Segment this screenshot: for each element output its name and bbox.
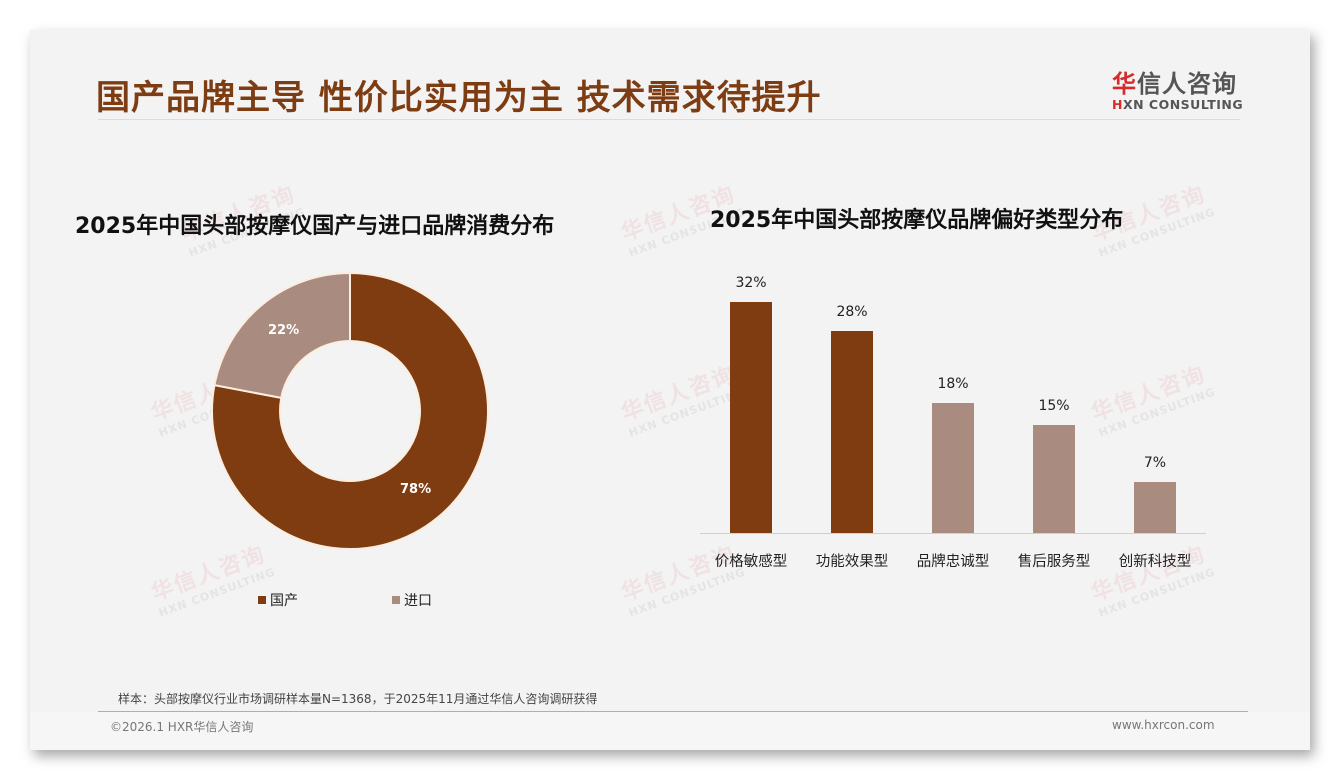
legend-swatch-import — [392, 596, 400, 604]
title-divider — [98, 119, 1240, 120]
footer — [30, 712, 1310, 750]
donut-label-import: 22% — [268, 323, 300, 338]
bar-category-label: 售后服务型 — [1017, 554, 1091, 570]
legend-swatch-domestic — [258, 596, 266, 604]
bar-category-label: 创新科技型 — [1118, 554, 1192, 570]
donut-segment-import — [213, 272, 351, 400]
bar-5 — [1134, 482, 1176, 533]
donut-chart — [211, 272, 489, 550]
website-link[interactable]: www.hxrcon.com — [1112, 718, 1215, 732]
bar-4 — [1033, 424, 1075, 533]
page-title: 国产品牌主导 性价比实用为主 技术需求待提升 — [96, 78, 822, 118]
bar-category-label: 价格敏感型 — [714, 554, 788, 570]
bar-2 — [831, 330, 873, 533]
brand-logo: 华信人咨询 HXN CONSULTING — [1112, 64, 1244, 112]
logo-en: HXN CONSULTING — [1112, 97, 1244, 112]
bar-value-label: 15% — [1038, 397, 1070, 414]
x-axis-line — [700, 533, 1206, 534]
copyright: ©2026.1 HXR华信人咨询 — [110, 720, 254, 734]
donut-label-domestic: 78% — [400, 482, 432, 497]
bar-chart: 32% 价格敏感型 28% 功能效果型 18% 品牌忠诚型 15% 售后服务型 7% 创新科技型 — [700, 270, 1206, 570]
donut-segment-domestic — [211, 272, 489, 550]
legend-item-domestic: 国产 — [258, 590, 298, 610]
slide: 国产品牌主导 性价比实用为主 技术需求待提升 华信人咨询 HXN CONSULT… — [30, 30, 1310, 750]
bar-chart-title: 2025年中国头部按摩仪品牌偏好类型分布 — [710, 208, 1124, 233]
logo-cn: 华信人咨询 — [1112, 70, 1237, 98]
legend-item-import: 进口 — [392, 590, 432, 610]
bar-value-label: 18% — [937, 376, 969, 393]
footer-divider — [98, 711, 1248, 712]
sample-note: 样本：头部按摩仪行业市场调研样本量N=1368，于2025年11月通过华信人咨询… — [118, 692, 598, 706]
bar-category-label: 功能效果型 — [815, 554, 889, 570]
bar-1 — [730, 302, 772, 533]
bar-3 — [932, 403, 974, 533]
bar-value-label: 28% — [836, 303, 868, 320]
bar-category-label: 品牌忠诚型 — [916, 554, 990, 570]
donut-chart-title: 2025年中国头部按摩仪国产与进口品牌消费分布 — [75, 214, 555, 239]
bar-value-label: 32% — [735, 275, 767, 291]
bar-value-label: 7% — [1143, 455, 1167, 472]
